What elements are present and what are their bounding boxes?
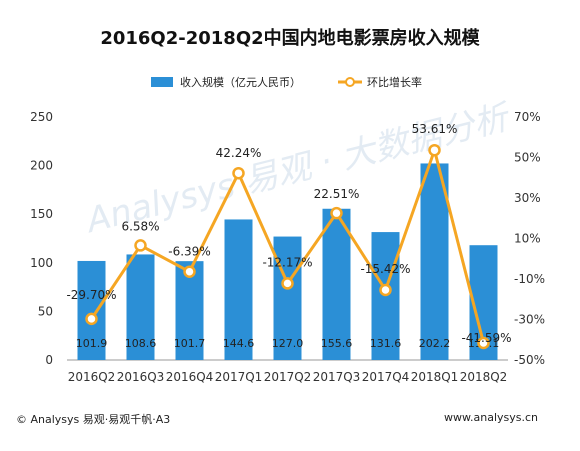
x-tick-label: 2018Q2	[460, 370, 508, 384]
legend-swatch-marker	[345, 77, 355, 87]
bar-data-label: 101.7	[174, 337, 206, 350]
bar-data-label: 202.2	[419, 337, 451, 350]
x-tick-label: 2016Q3	[117, 370, 165, 384]
bar-series	[77, 163, 498, 360]
line-data-label: -12.17%	[262, 255, 312, 269]
y-tick-label: 100	[30, 256, 53, 270]
bar	[77, 260, 106, 360]
y2-tick-label: 10%	[514, 232, 541, 246]
y2-tick-label: 50%	[514, 151, 541, 165]
line-data-label: -15.42%	[360, 262, 410, 276]
bar	[224, 219, 253, 360]
chart-title: 2016Q2-2018Q2中国内地电影票房收入规模	[100, 27, 480, 49]
line-data-label: 42.24%	[216, 146, 262, 160]
y2-tick-label: 30%	[514, 191, 541, 205]
line-data-label: -6.39%	[168, 245, 210, 259]
legend-swatch-bar	[151, 77, 173, 87]
line-point	[281, 277, 294, 290]
bar-data-label: 127.0	[272, 337, 304, 350]
x-tick-label: 2017Q4	[362, 370, 410, 384]
line-data-label: 6.58%	[121, 219, 159, 233]
y2-tick-label: -10%	[514, 272, 545, 286]
line-data-label: -41.59%	[461, 331, 511, 345]
x-tick-label: 2017Q3	[313, 370, 361, 384]
legend-label-bar: 收入规模（亿元人民币）	[180, 75, 301, 89]
line-data-label: 22.51%	[314, 187, 360, 201]
y2-tick-label: -30%	[514, 313, 545, 327]
line-point	[330, 206, 343, 220]
line-series	[85, 143, 490, 350]
bar	[420, 163, 449, 360]
line-data-label: 53.61%	[412, 122, 458, 136]
y-tick-label: 50	[38, 304, 53, 318]
chart-legend: 收入规模（亿元人民币） 环比增长率	[151, 75, 422, 89]
line-point	[134, 239, 147, 252]
y-tick-label: 0	[45, 353, 53, 367]
line-point	[379, 283, 392, 297]
footer-website[interactable]: www.analysys.cn	[444, 411, 538, 424]
y-tick-label: 250	[30, 110, 53, 124]
footer-copyright: © Analysys 易观·易观千帆·A3	[16, 413, 171, 426]
legend-label-line: 环比增长率	[367, 75, 422, 89]
y2-tick-label: 70%	[514, 110, 541, 124]
x-tick-label: 2016Q2	[68, 370, 116, 384]
bar-data-label: 155.6	[321, 337, 353, 350]
y-tick-label: 150	[30, 207, 53, 221]
x-tick-label: 2017Q1	[215, 370, 263, 384]
y-tick-label: 200	[30, 159, 53, 173]
bar	[322, 208, 351, 360]
x-tick-label: 2018Q1	[411, 370, 459, 384]
line-point	[477, 336, 490, 350]
y2-tick-label: -50%	[514, 353, 545, 367]
bar-data-label: 144.6	[223, 337, 255, 350]
x-tick-label: 2016Q4	[166, 370, 214, 384]
bar	[273, 236, 302, 360]
line-point	[183, 265, 196, 278]
chart-axes: 0 50 100 150 200 250 -50% -30% -10% 10% 30% 50% 70% 2…	[30, 110, 545, 384]
bar-value-labels: 101.9 108.6 101.7 144.6 127.0 155.6 131.6 202.2…	[76, 337, 500, 350]
line-point	[232, 166, 245, 180]
line-point	[85, 312, 98, 326]
x-tick-label: 2017Q2	[264, 370, 312, 384]
bar-data-label: 131.6	[370, 337, 402, 350]
bar-data-label: 101.9	[76, 337, 108, 350]
line-value-labels: -29.70% 6.58% -6.39% 42.24% -12.17% 22.51% -15…	[66, 122, 511, 345]
line-data-label: -29.70%	[66, 288, 116, 302]
bar	[126, 254, 155, 360]
bar-data-label: 108.6	[125, 337, 157, 350]
line-point	[428, 143, 441, 157]
